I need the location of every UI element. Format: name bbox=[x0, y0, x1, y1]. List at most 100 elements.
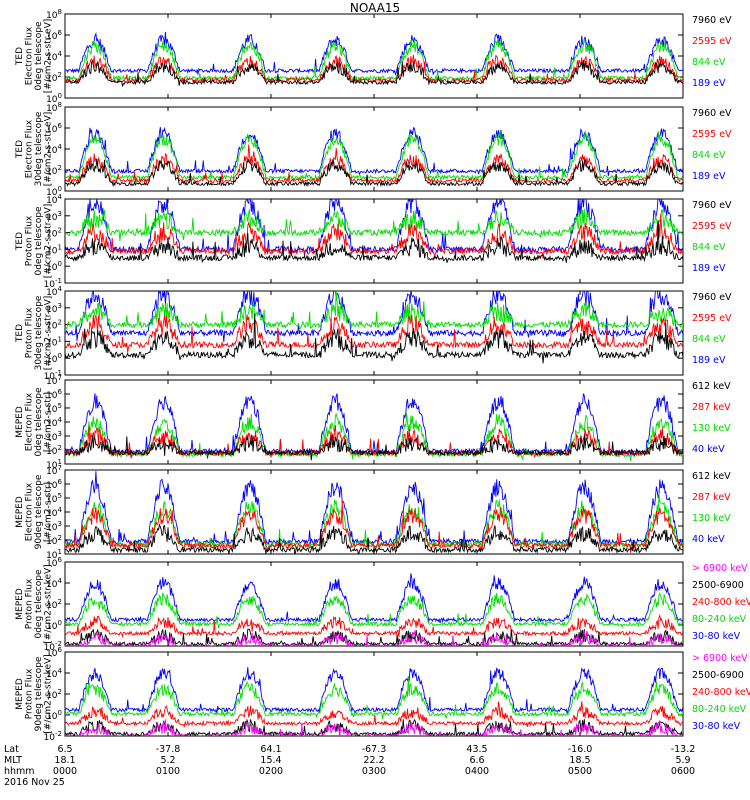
y-tick-label: 103 bbox=[46, 430, 62, 443]
legend-entry: 240-800 keV bbox=[692, 597, 750, 608]
series-line bbox=[65, 59, 683, 87]
y-tick-label: 103 bbox=[46, 210, 62, 223]
y-tick-label: 101 bbox=[46, 548, 62, 561]
legend-entry: 287 keV bbox=[692, 402, 731, 413]
y-tick-label: 106 bbox=[46, 122, 62, 135]
series-line bbox=[65, 471, 683, 546]
x-tick-label-mlt: 18.1 bbox=[54, 755, 75, 766]
series-line bbox=[65, 158, 683, 188]
panel-frame bbox=[64, 13, 684, 99]
y-tick-label: 101 bbox=[46, 458, 62, 471]
y-tick-label: 100 bbox=[46, 709, 62, 722]
series-line bbox=[65, 291, 683, 330]
x-tick-label-hhmm: 0000 bbox=[53, 766, 77, 777]
y-tick-label: 102 bbox=[46, 688, 62, 701]
y-tick-label: 102 bbox=[46, 534, 62, 547]
y-tick-label: 10-1 bbox=[44, 277, 62, 290]
legend-entry: 7960 eV bbox=[692, 15, 732, 26]
x-tick-label-hhmm: 0500 bbox=[568, 766, 592, 777]
y-tick-label: 100 bbox=[46, 619, 62, 632]
legend-entry: 2595 eV bbox=[692, 313, 732, 324]
series-group bbox=[65, 471, 683, 554]
y-tick-label: 102 bbox=[46, 164, 62, 177]
series-line bbox=[65, 144, 683, 184]
y-tick-label: 100 bbox=[46, 185, 62, 198]
series-line bbox=[65, 313, 683, 364]
legend-entry: 844 eV bbox=[692, 334, 726, 345]
y-tick-label: 106 bbox=[46, 478, 62, 491]
series-line bbox=[65, 31, 683, 76]
series-line bbox=[65, 523, 683, 554]
series-group bbox=[65, 31, 683, 87]
legend-entry: 2595 eV bbox=[692, 221, 732, 232]
legend-entry: 189 eV bbox=[692, 355, 726, 366]
legend-entry: 130 keV bbox=[692, 513, 731, 524]
y-axis-label: MEPEDProton Flux90deg telescope[#/cm2-s-… bbox=[15, 654, 54, 733]
y-tick-label: 100 bbox=[46, 352, 62, 365]
legend-entry: 612 keV bbox=[692, 471, 731, 482]
series-line bbox=[65, 719, 683, 736]
y-tick-label: 104 bbox=[46, 285, 62, 298]
legend-entry: 130 keV bbox=[692, 423, 731, 434]
series-group bbox=[65, 199, 683, 264]
y-axis-label: TEDElectron Flux0deg telescope[#/cm2-s-s… bbox=[15, 19, 54, 94]
legend-entry: 2595 eV bbox=[692, 129, 732, 140]
date-label: 2016 Nov 25 bbox=[4, 777, 65, 788]
legend-entry: 844 eV bbox=[692, 57, 726, 68]
series-line bbox=[65, 126, 683, 177]
y-tick-label: 104 bbox=[46, 50, 62, 63]
series-group bbox=[65, 667, 683, 736]
legend-entry: 189 eV bbox=[692, 78, 726, 89]
y-tick-label: 106 bbox=[46, 388, 62, 401]
series-line bbox=[65, 38, 683, 84]
legend-entry: > 6900 keV bbox=[692, 653, 748, 664]
y-tick-label: 100 bbox=[46, 260, 62, 273]
y-tick-label: 102 bbox=[46, 444, 62, 457]
y-axis-label: TEDProton Flux0deg telescope[#/cm2-s-str… bbox=[15, 204, 54, 279]
y-axis-label: TEDProton Flux30deg telescope[#/cm2-s-st… bbox=[15, 295, 54, 370]
y-tick-label: 101 bbox=[46, 335, 62, 348]
legend-entry: 189 eV bbox=[692, 263, 726, 274]
x-tick-label-mlt: 5.2 bbox=[160, 755, 175, 766]
legend-entry: 189 eV bbox=[692, 171, 726, 182]
series-line bbox=[65, 701, 683, 728]
legend-entry: 30-80 keV bbox=[692, 721, 741, 732]
y-axis-label: TEDElectron Flux30deg telescope[#/cm2-s-… bbox=[15, 111, 54, 186]
x-tick-label-mlt: 18.5 bbox=[569, 755, 590, 766]
legend-entry: 80-240 keV bbox=[692, 614, 747, 625]
x-tick-label-lat: 43.5 bbox=[466, 744, 487, 755]
y-tick-label: 108 bbox=[46, 8, 62, 21]
series-group bbox=[65, 126, 683, 188]
y-tick-label: 104 bbox=[46, 667, 62, 680]
series-line bbox=[65, 314, 683, 353]
y-tick-label: 102 bbox=[46, 598, 62, 611]
legend-entry: 7960 eV bbox=[692, 292, 732, 303]
y-tick-label: 102 bbox=[46, 71, 62, 84]
legend-entry: 7960 eV bbox=[692, 108, 732, 119]
y-tick-label: 102 bbox=[46, 227, 62, 240]
x-row-label: MLT bbox=[4, 755, 22, 766]
legend-entry: 40 keV bbox=[692, 534, 725, 545]
y-tick-label: 101 bbox=[46, 243, 62, 256]
y-tick-label: 104 bbox=[46, 193, 62, 206]
y-tick-label: 104 bbox=[46, 577, 62, 590]
legend-entry: 287 keV bbox=[692, 492, 731, 503]
series-line bbox=[65, 208, 683, 242]
chart-title: NOAA15 bbox=[350, 1, 400, 15]
panel-frame bbox=[64, 469, 684, 555]
y-tick-label: 105 bbox=[46, 492, 62, 505]
legend-entry: 240-800 keV bbox=[692, 687, 750, 698]
legend-entry: 80-240 keV bbox=[692, 704, 747, 715]
series-group bbox=[65, 573, 683, 646]
legend-entry: 2595 eV bbox=[692, 36, 732, 47]
y-tick-label: 100 bbox=[46, 92, 62, 105]
series-line bbox=[65, 425, 683, 459]
series-line bbox=[65, 667, 683, 715]
y-tick-label: 102 bbox=[46, 319, 62, 332]
